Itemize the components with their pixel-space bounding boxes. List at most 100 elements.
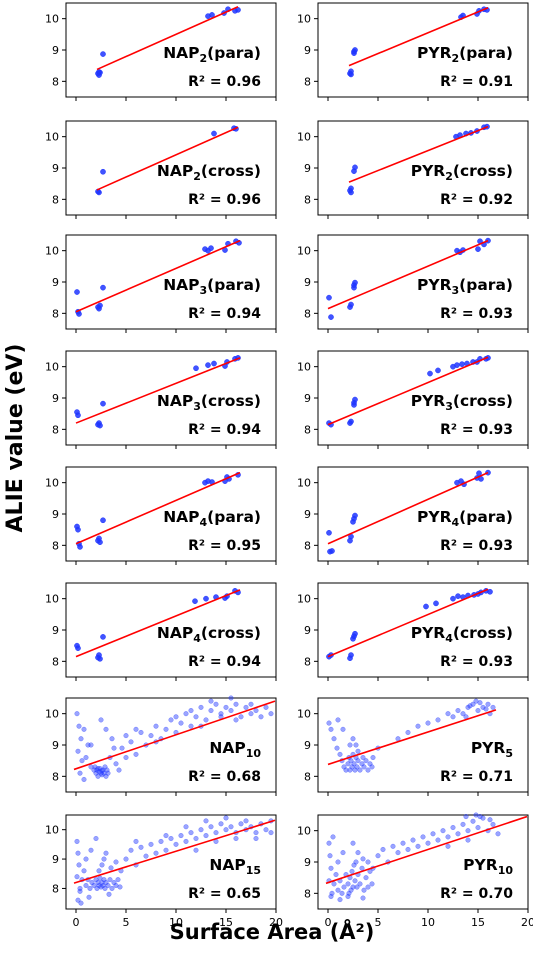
y-tick-label: 9 — [52, 624, 59, 637]
data-point — [105, 882, 111, 889]
fit-line — [327, 588, 489, 658]
data-point — [475, 824, 481, 831]
data-point — [445, 843, 451, 849]
data-point — [153, 723, 159, 729]
data-point — [213, 701, 219, 707]
data-point — [211, 360, 217, 367]
data-point — [370, 754, 376, 761]
data-point — [133, 751, 139, 757]
data-point — [228, 824, 234, 830]
data-point — [326, 294, 332, 301]
data-point — [477, 814, 483, 820]
y-tick-label: 8 — [52, 882, 59, 895]
data-point — [133, 838, 139, 844]
panel-r2: R² = 0.92 — [440, 192, 513, 208]
y-tick-label: 8 — [304, 193, 311, 206]
panel-r2: R² = 0.96 — [188, 192, 261, 208]
data-point — [83, 882, 89, 889]
data-point — [148, 733, 154, 739]
data-point — [410, 837, 416, 843]
fit-line — [75, 357, 241, 424]
data-point — [348, 189, 354, 196]
data-point — [390, 843, 396, 849]
fit-line — [96, 6, 239, 71]
fit-line — [327, 471, 489, 545]
fit-line — [327, 356, 489, 426]
y-tick-label: 8 — [304, 75, 311, 88]
data-point — [109, 736, 115, 742]
panel-title: PYR3(para) — [417, 276, 513, 297]
data-point — [340, 726, 346, 732]
data-point — [213, 830, 219, 836]
data-point — [106, 891, 112, 897]
data-point — [329, 890, 335, 896]
panel-r2: R² = 0.94 — [188, 306, 261, 322]
data-point — [104, 767, 110, 773]
data-point — [83, 856, 89, 862]
panel-title: NAP4(para) — [163, 508, 261, 529]
data-point — [331, 881, 337, 887]
data-point — [77, 888, 83, 894]
y-tick-label: 10 — [45, 361, 59, 374]
data-point — [475, 246, 481, 252]
data-point — [435, 717, 441, 723]
panel-r2: R² = 0.91 — [440, 74, 513, 90]
data-point — [405, 846, 411, 853]
data-point — [228, 707, 234, 714]
data-point — [100, 284, 106, 291]
data-point — [95, 880, 101, 886]
data-point — [223, 815, 229, 821]
panel-title: NAP4(cross) — [157, 624, 261, 645]
panel-title: NAP10 — [209, 739, 261, 760]
y-tick-label: 9 — [304, 44, 311, 57]
panel-r2: R² = 0.70 — [440, 886, 513, 902]
data-point — [328, 314, 334, 320]
data-point — [455, 831, 461, 837]
panel-title: PYR2(para) — [417, 44, 513, 65]
data-point — [233, 701, 239, 707]
data-point — [81, 726, 87, 732]
data-point — [75, 897, 81, 903]
data-point — [330, 834, 336, 840]
panel-15: 8 9 10 0 5 10 15 20 PYR10 R² = 0.70 — [297, 812, 533, 929]
data-point — [326, 720, 332, 726]
data-point — [345, 881, 351, 887]
data-point — [360, 856, 366, 862]
data-point — [480, 815, 486, 821]
y-tick-label: 8 — [304, 655, 311, 668]
data-point — [360, 754, 366, 761]
data-point — [78, 736, 84, 742]
data-point — [76, 311, 82, 317]
data-point — [351, 282, 357, 288]
data-point — [326, 529, 332, 536]
y-tick-label: 9 — [52, 44, 59, 57]
data-point — [168, 717, 174, 723]
panel-r2: R² = 0.94 — [188, 422, 261, 438]
data-point — [351, 402, 357, 408]
data-point — [143, 853, 149, 859]
data-point — [490, 821, 496, 827]
data-point — [123, 733, 129, 739]
data-point — [79, 758, 85, 764]
data-point — [351, 48, 357, 55]
x-tick-label: 0 — [73, 916, 80, 929]
data-point — [487, 588, 493, 595]
panel-0: 8 9 10 NAP2(para) R² = 0.96 — [45, 2, 277, 101]
data-point — [188, 707, 194, 714]
data-point — [115, 877, 121, 883]
data-point — [117, 884, 123, 890]
data-point — [352, 396, 358, 403]
data-point — [435, 367, 441, 374]
y-tick-label: 10 — [297, 708, 311, 721]
data-point — [74, 838, 80, 844]
data-point — [103, 726, 109, 732]
data-point — [98, 717, 104, 723]
panel-r2: R² = 0.93 — [440, 422, 513, 438]
data-point — [467, 703, 473, 709]
panel-7: 8 9 10 PYR3(cross) R² = 0.93 — [297, 350, 529, 449]
data-point — [163, 847, 169, 853]
data-point — [218, 821, 224, 827]
panel-10: 8 9 10 NAP4(cross) R² = 0.94 — [45, 582, 277, 681]
y-tick-label: 8 — [304, 887, 311, 900]
y-tick-label: 8 — [52, 655, 59, 668]
